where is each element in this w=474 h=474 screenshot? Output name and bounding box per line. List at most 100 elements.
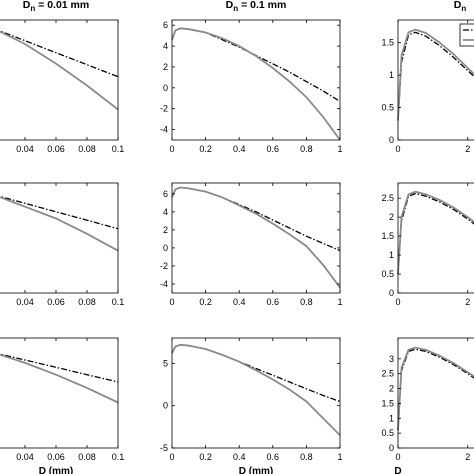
y-tick-label: 0.5 (381, 103, 394, 113)
axes-box (0, 337, 119, 449)
solid-series-line (171, 186, 341, 289)
x-tick-label: 0.8 (300, 452, 313, 462)
x-tick-label: 0 (169, 452, 174, 462)
panel-7: 0.04 0.06 0.08 0.1 D (mm) (0, 337, 125, 474)
legend (459, 23, 474, 47)
y-tick-label: 0 (163, 83, 168, 93)
solid-series-line (171, 27, 341, 141)
y-tick-label: 4 (163, 41, 168, 51)
panel-6: 0 2 0 0.5 1 1.5 2 2.5 (381, 182, 474, 307)
y-tick-label: 6 (163, 20, 168, 30)
x-tick-label: 0 (169, 144, 174, 154)
axes-box (171, 19, 341, 141)
dashdot-series-line (397, 192, 474, 275)
y-tick-label: 4 (163, 207, 168, 217)
x-axis-label: D (mm) (239, 466, 273, 474)
x-tick-label: 0.4 (233, 297, 246, 307)
panel-title: Dn = 0.1 mm (226, 0, 287, 13)
solid-series-line (397, 190, 474, 275)
x-tick-label: 0.6 (267, 144, 280, 154)
panel-5: 0 0.2 0.4 0.6 0.8 1 -4 -2 0 2 4 6 (160, 182, 343, 307)
panel-title: Dn = 0.01 mm (23, 0, 89, 13)
x-tick-label: 0.4 (233, 452, 246, 462)
dashdot-series-line (397, 348, 474, 431)
y-tick-label: -4 (160, 125, 168, 135)
y-tick-label: -2 (160, 261, 168, 271)
y-tick-label: 0.5 (381, 269, 394, 279)
panel-1: 0.04 0.06 0.08 0.1 Dn = 0.01 mm (0, 0, 124, 154)
y-tick-label: 6 (163, 189, 168, 199)
y-tick-label: 0 (163, 243, 168, 253)
x-axis-label: D (mm) (39, 466, 73, 474)
x-tick-label: 0.08 (78, 144, 96, 154)
x-tick-label: 0.2 (199, 144, 212, 154)
x-tick-label: 0 (395, 297, 400, 307)
x-tick-label: 0.4 (233, 144, 246, 154)
dashdot-series-line (171, 186, 341, 252)
x-tick-label: 0.2 (199, 452, 212, 462)
y-tick-label: 2.5 (381, 369, 394, 379)
x-tick-label: 0.6 (267, 452, 280, 462)
x-tick-label: 1 (337, 297, 342, 307)
x-tick-label: 0 (395, 452, 400, 462)
panel-9: 0 2 0 0.5 1 1.5 2 2.5 3 D (381, 337, 474, 474)
x-tick-label: 2 (465, 452, 470, 462)
y-tick-label: 1.5 (381, 38, 394, 48)
y-tick-label: 1 (389, 413, 394, 423)
y-tick-label: 0 (163, 401, 168, 411)
x-tick-label: 0.1 (112, 452, 125, 462)
x-tick-label: 0.04 (16, 144, 34, 154)
x-tick-label: 0.6 (267, 297, 280, 307)
solid-series-line (397, 346, 474, 431)
y-tick-label: 2.5 (381, 193, 394, 203)
x-tick-label: 0.1 (112, 144, 125, 154)
x-axis-label: D (394, 466, 401, 474)
x-tick-label: 2 (465, 297, 470, 307)
dashdot-series-line (0, 353, 119, 383)
y-tick-label: -2 (160, 104, 168, 114)
y-tick-label: 0.5 (381, 428, 394, 438)
solid-series-line (0, 353, 119, 404)
x-tick-label: 0.06 (47, 144, 65, 154)
y-tick-label: -4 (160, 279, 168, 289)
x-tick-label: 0.06 (47, 297, 65, 307)
x-tick-label: 0.8 (300, 297, 313, 307)
y-tick-label: 3 (389, 354, 394, 364)
y-tick-label: 0 (389, 288, 394, 298)
y-tick-label: 1 (389, 70, 394, 80)
y-tick-label: 5 (163, 358, 168, 368)
dashdot-series-line (171, 27, 341, 102)
axes-box (397, 19, 474, 141)
solid-series-line (397, 28, 474, 121)
x-tick-label: 0.8 (300, 144, 313, 154)
solid-series-line (171, 343, 341, 436)
y-tick-label: 2 (389, 384, 394, 394)
dashdot-series-line (397, 31, 474, 121)
y-tick-label: 0 (389, 443, 394, 453)
axes-box (397, 182, 474, 294)
x-tick-label: 0.2 (199, 297, 212, 307)
y-tick-label: -5 (160, 443, 168, 453)
y-tick-label: 1 (389, 250, 394, 260)
x-tick-label: 0.1 (112, 297, 125, 307)
y-tick-label: 1.5 (381, 231, 394, 241)
solid-series-line (0, 196, 119, 252)
x-tick-label: 1 (337, 452, 342, 462)
y-tick-label: 0 (389, 135, 394, 145)
axes-box (397, 337, 474, 449)
x-tick-label: 0 (169, 297, 174, 307)
axes-box (171, 182, 341, 294)
panel-title: Dn (454, 0, 467, 13)
axes-box (0, 182, 119, 294)
dashdot-series-line (0, 195, 119, 230)
y-tick-label: 2 (389, 212, 394, 222)
x-tick-label: 0.08 (78, 452, 96, 462)
x-tick-label: 1 (337, 144, 342, 154)
x-tick-label: 0.04 (16, 452, 34, 462)
panel-3: 0 2 0 0.5 1 1.5 Dn (381, 0, 474, 154)
x-tick-label: 0 (395, 144, 400, 154)
panel-2: 0 0.2 0.4 0.6 0.8 1 -4 -2 0 2 4 6 Dn = 0.1 mm (160, 0, 343, 154)
x-tick-label: 2 (465, 144, 470, 154)
x-tick-label: 0.08 (78, 297, 96, 307)
